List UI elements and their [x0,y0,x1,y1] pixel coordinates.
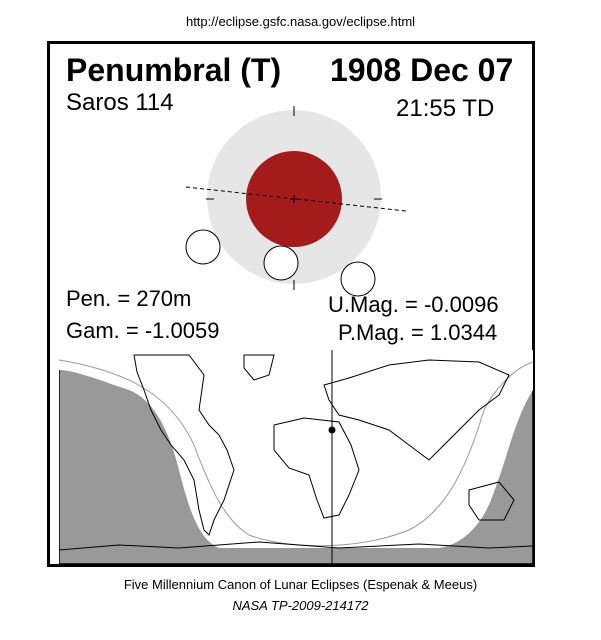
visibility-region [59,350,533,548]
continent-africa [273,417,360,519]
eclipse-date-title: 1908 Dec 07 [330,52,514,88]
continent-antarctica [59,541,533,551]
source-url[interactable]: http://eclipse.gsfc.nasa.gov/eclipse.htm… [185,14,416,29]
moon-path-line [185,186,407,212]
eclipse-panel-frame [47,41,535,567]
eclipse-type-title: Penumbral (T) [66,52,282,88]
continent-americas [133,354,235,536]
continent-eurasia [323,359,510,461]
continent-greenland [243,354,275,381]
saros-label: Saros 114 [66,89,174,116]
penumbral-duration: Pen. = 270m [66,286,192,311]
nasa-reference: NASA TP-2009-214172 [232,598,369,613]
continent-australia [468,481,515,521]
greatest-eclipse-point [328,426,336,434]
gamma-value: Gam. = -1.0059 [66,318,220,343]
canon-caption: Five Millennium Canon of Lunar Eclipses … [123,577,478,592]
greatest-eclipse-time: 21:55 TD [396,95,495,122]
moon-greatest [263,245,299,281]
moon-contact-1 [185,229,221,265]
visibility-world-map [59,350,533,564]
umbral-magnitude: U.Mag. = -0.0096 [328,292,499,317]
moon-contact-4 [340,261,376,297]
penumbral-magnitude: P.Mag. = 1.0344 [338,320,498,345]
